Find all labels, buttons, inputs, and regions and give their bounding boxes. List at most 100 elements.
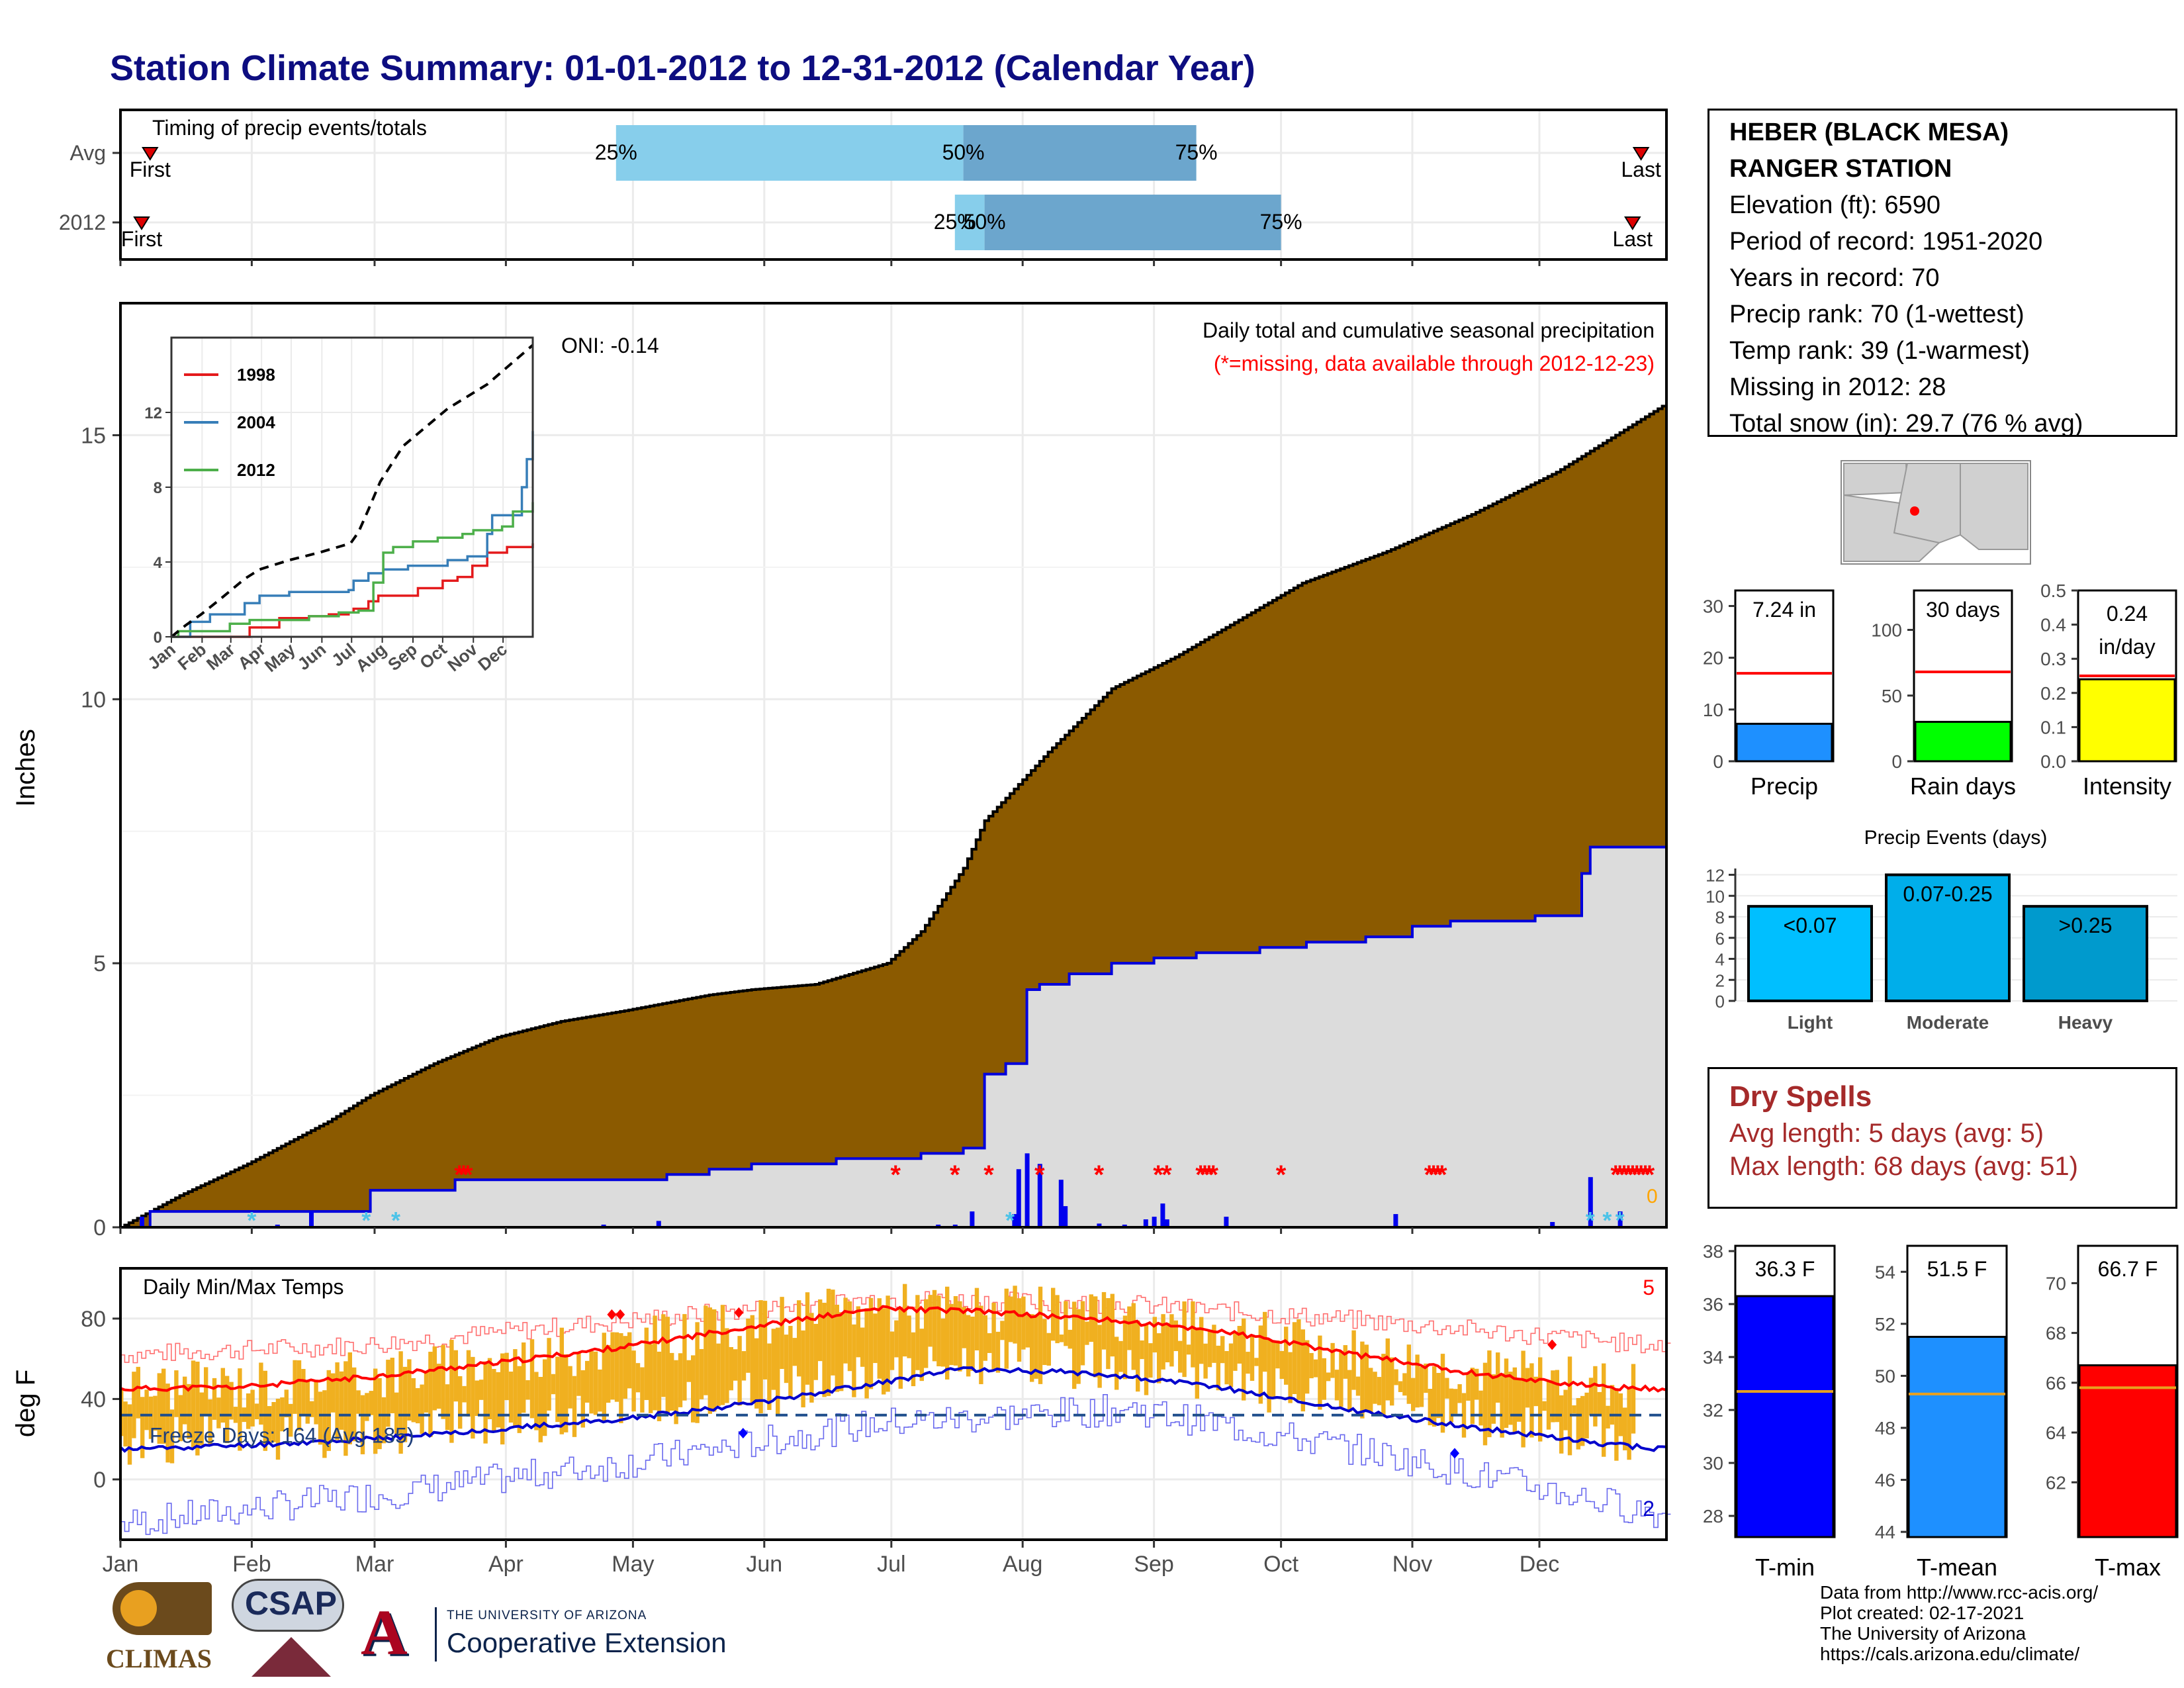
daily-temp-bar [962,1307,966,1348]
daily-precip-bar [1097,1223,1102,1227]
month-tick-label: Feb [232,1552,271,1577]
daily-temp-bar [1377,1377,1382,1405]
daily-temp-bar [1440,1354,1445,1433]
daily-temp-bar [424,1370,429,1413]
daily-temp-bar [386,1360,390,1427]
missing-day-marker-icon: * [1645,1160,1655,1190]
daily-temp-bar [725,1328,729,1403]
record-low-count: 2 [1643,1497,1655,1521]
month-tick-label: Jan [103,1552,139,1577]
daily-temp-bar [1097,1325,1102,1388]
missing-day-marker-icon: * [1276,1160,1287,1190]
missing-day-marker-icon: * [1161,1160,1172,1190]
daily-temp-bar [733,1349,738,1381]
daily-temp-bar [737,1336,742,1406]
daily-temp-bar [326,1370,331,1451]
climas-logo: CLIMAS [106,1582,218,1681]
record-high-count: 5 [1643,1276,1655,1299]
daily-temp-bar [1339,1351,1343,1407]
missing-day-marker-icon: * [950,1160,960,1190]
intensity-y-tick-label: 0.5 [2040,581,2066,601]
daily-temp-bar [1627,1387,1631,1460]
daily-temp-bar [750,1315,754,1403]
tmean-y-tick-label: 50 [1875,1366,1895,1386]
daily-temp-bar [271,1402,276,1442]
daily-temp-bar [402,1366,408,1442]
daily-temp-bar [225,1376,230,1444]
normal-max-line [120,1305,1667,1393]
tmin-value-label: 36.3 F [1755,1257,1815,1281]
daily-temp-bar [1491,1374,1496,1424]
daily-temp-bar [657,1351,662,1421]
record-event-marker-icon [734,1307,744,1318]
daily-temp-bar [1602,1363,1606,1457]
events-y-tick-label: 4 [1715,950,1725,970]
month-tick-label: Sep [1134,1552,1174,1577]
daily-temp-bar [1508,1372,1513,1425]
daily-temp-bar [1533,1376,1538,1407]
daily-temp-bar [1330,1342,1335,1378]
daily-temp-bar [1038,1286,1043,1384]
daily-temp-bar [1309,1352,1314,1379]
inset-y-tick-label: 0 [154,629,162,647]
daily-temp-bar [1369,1368,1373,1413]
timing-label-50: 50% [964,210,1006,234]
daily-temp-bar [534,1372,539,1430]
month-tick-label: Aug [1003,1552,1043,1577]
events-bar-label: <0.07 [1784,914,1837,937]
missing-day-marker-icon: * [983,1160,994,1190]
precip-y-tick-label: 15 [81,423,106,448]
daily-temp-bar [1059,1335,1064,1342]
daily-temp-bar [123,1401,128,1447]
station-name-line1: HEBER (BLACK MESA) [1729,118,2009,146]
tmin-y-tick-label: 30 [1703,1453,1723,1474]
daily-temp-bar [522,1342,526,1413]
events-y-tick-label: 8 [1715,908,1725,927]
daily-temp-bar [873,1313,878,1364]
daily-temp-bar [649,1344,653,1413]
daily-temp-bar [1394,1369,1398,1385]
daily-temp-bar [805,1292,810,1385]
daily-temp-bar [513,1349,518,1428]
timing-bar-q50-q75 [984,195,1281,250]
daily-temp-bar [1157,1333,1161,1383]
daily-temp-bar [1576,1397,1580,1450]
inset-line-2012 [171,502,534,638]
missing-day-marker-icon: * [1640,1160,1651,1190]
daily-temp-bar [945,1286,950,1380]
daily-precip-bar [1160,1203,1165,1227]
daily-temp-bar [1521,1350,1525,1448]
daily-temp-bar [889,1331,895,1370]
dry-spells-max: Max length: 68 days (avg: 51) [1729,1152,2078,1181]
daily-temp-bar [598,1369,602,1412]
intensity-y-tick-label: 0.3 [2040,649,2066,669]
daily-temp-bar [936,1295,941,1367]
daily-temp-bar [1178,1340,1183,1373]
daily-temp-bar [1504,1358,1509,1429]
daily-temp-bar [886,1295,890,1392]
daily-temp-bar [1555,1370,1559,1423]
daily-temp-bar [305,1381,310,1424]
daily-temp-bar [250,1389,255,1427]
daily-temp-bar [1161,1314,1165,1370]
daily-temp-bar [1046,1333,1051,1366]
timing-label-50: 50% [942,140,985,164]
daily-temp-bar [508,1372,514,1423]
inset-legend-label: 2012 [237,460,275,480]
daily-precip-bar [1588,1177,1593,1227]
daily-temp-bar [517,1366,522,1433]
daily-temp-bar [1195,1329,1199,1399]
daily-temp-bar [254,1403,259,1420]
first-event-label: First [121,227,162,251]
daily-precip-bar [1224,1217,1229,1227]
daily-temp-bar [746,1318,751,1373]
timing-label-25: 25% [595,140,637,164]
record-event-marker-icon [615,1309,625,1320]
daily-temp-bar [1220,1336,1225,1364]
daily-temp-bar [1546,1380,1551,1430]
daily-temp-bar [233,1407,238,1423]
tmin-y-tick-label: 38 [1703,1241,1723,1262]
daily-temp-bar [894,1320,899,1358]
daily-temp-bar [843,1297,848,1364]
tmean-y-tick-label: 54 [1875,1262,1895,1282]
